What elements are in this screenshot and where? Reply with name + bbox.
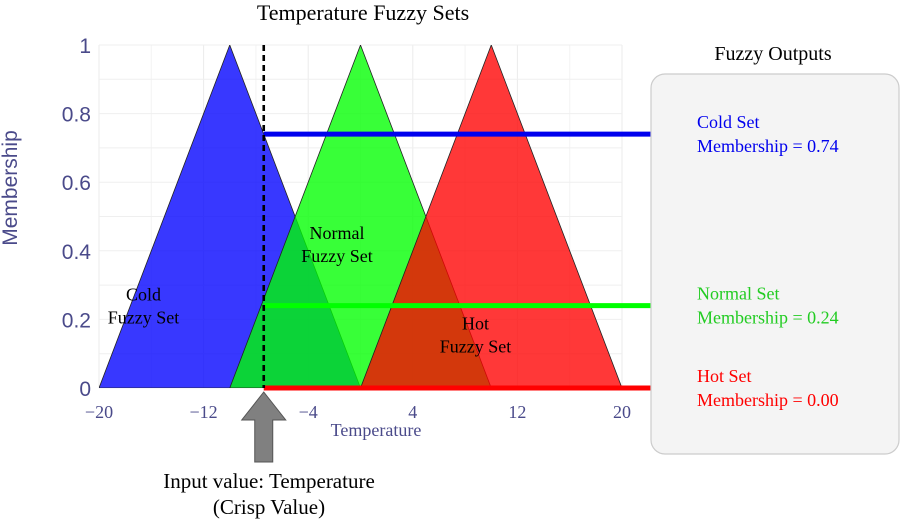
x-tick-label: 20 bbox=[613, 402, 631, 422]
input-label-line1: Input value: Temperature bbox=[163, 469, 375, 493]
x-axis-label: Temperature bbox=[331, 420, 422, 440]
outputs-title: Fuzzy Outputs bbox=[714, 43, 831, 65]
fuzzy-set-hot-label: Fuzzy Set bbox=[440, 337, 512, 357]
input-pointer-arrow-icon bbox=[240, 391, 287, 463]
x-tick-label: −20 bbox=[85, 402, 113, 422]
output-cold-name: Cold Set bbox=[697, 112, 760, 132]
y-tick-label: 1 bbox=[79, 35, 91, 58]
y-axis-label: Membership bbox=[0, 130, 22, 246]
y-tick-label: 0.8 bbox=[62, 104, 91, 127]
fuzzy-sets bbox=[99, 45, 622, 388]
output-hot-membership: Membership = 0.00 bbox=[697, 390, 839, 410]
y-tick-label: 0.2 bbox=[62, 309, 91, 332]
output-normal-name: Normal Set bbox=[697, 284, 780, 304]
y-tick-label: 0 bbox=[79, 378, 91, 401]
output-text-group: Cold Set Membership = 0.74 Normal Set Membe… bbox=[697, 112, 839, 410]
x-tick-label: −4 bbox=[299, 402, 318, 422]
y-tick-label: 0.6 bbox=[62, 172, 91, 195]
fuzzy-set-cold-label: Cold bbox=[126, 285, 161, 305]
x-tick-label: 4 bbox=[408, 402, 417, 422]
fuzzy-set-hot-triangle bbox=[360, 45, 622, 388]
output-hot-name: Hot Set bbox=[697, 366, 752, 386]
fuzzy-set-hot-label: Hot bbox=[462, 314, 489, 334]
fuzzy-set-cold-label: Fuzzy Set bbox=[108, 308, 180, 328]
output-normal-membership: Membership = 0.24 bbox=[697, 308, 839, 328]
outputs-panel bbox=[650, 73, 900, 455]
diagram-title: Temperature Fuzzy Sets bbox=[257, 0, 469, 25]
x-tick-labels: −20 −12 −4 4 12 20 bbox=[85, 402, 631, 422]
y-tick-label: 0.4 bbox=[62, 241, 92, 264]
output-cold-membership: Membership = 0.74 bbox=[697, 136, 839, 156]
x-tick-label: 12 bbox=[508, 402, 526, 422]
fuzzy-set-normal-label: Fuzzy Set bbox=[301, 246, 373, 266]
input-label-line2: (Crisp Value) bbox=[213, 495, 325, 519]
fuzzy-set-labels: Cold Fuzzy Set Normal Fuzzy Set Hot Fuzzy Set bbox=[108, 223, 512, 357]
x-tick-label: −12 bbox=[190, 402, 218, 422]
y-tick-labels: 0 0.2 0.4 0.6 0.8 1 bbox=[62, 35, 92, 401]
fuzzy-set-normal-label: Normal bbox=[309, 223, 364, 243]
